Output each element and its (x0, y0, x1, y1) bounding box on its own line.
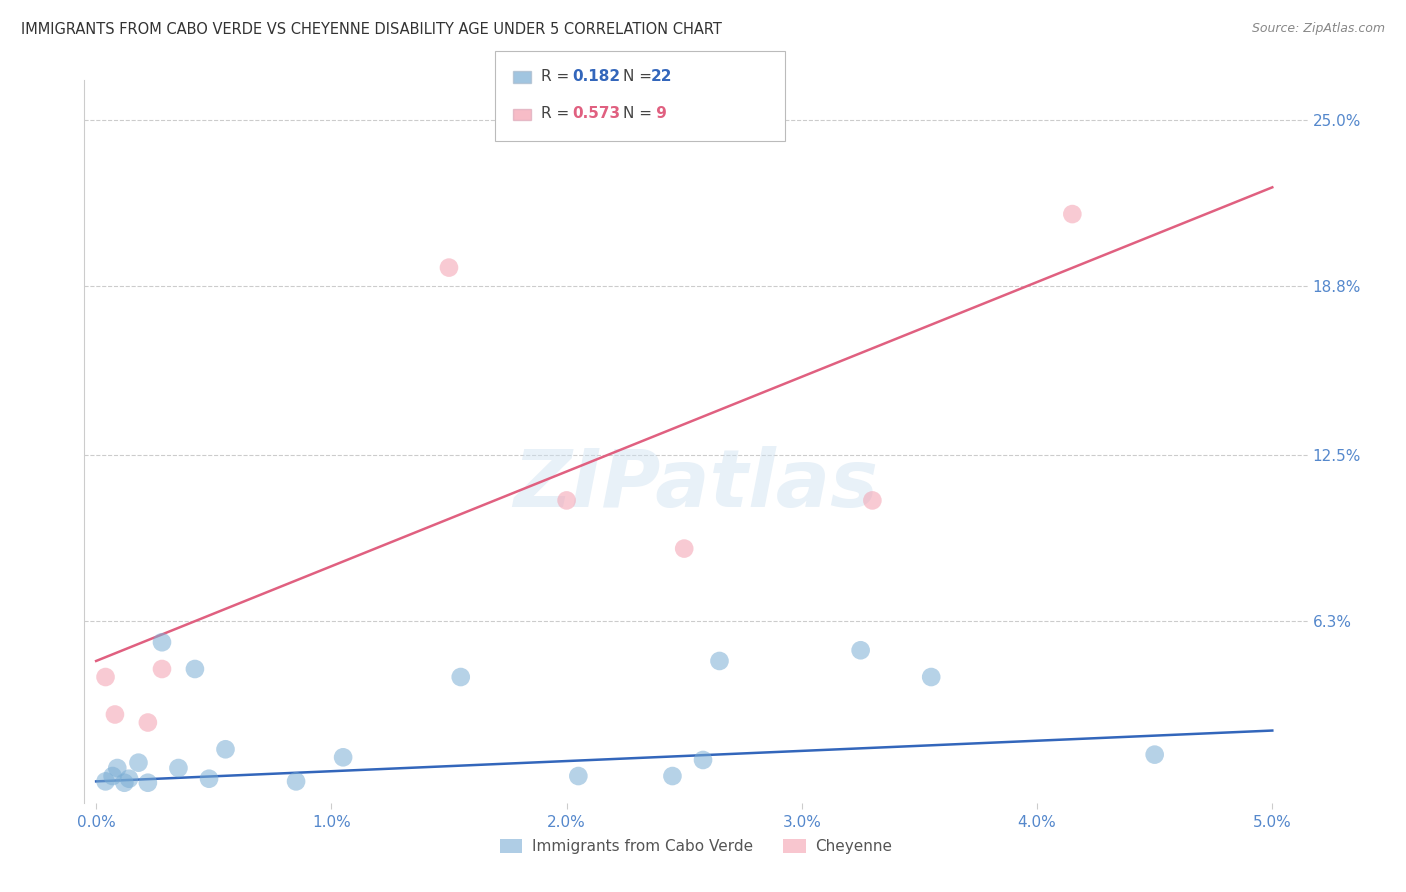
Text: R =: R = (541, 69, 575, 84)
Point (567, 769, 589, 783)
Point (709, 654, 731, 668)
Point (860, 493, 883, 508)
Point (150, 635, 173, 649)
Point (214, 742, 236, 756)
Text: 0.182: 0.182 (572, 69, 620, 84)
Point (437, 260, 460, 275)
Point (94, 774, 117, 789)
Point (1062, 207, 1084, 221)
Text: ZIPatlas: ZIPatlas (513, 446, 879, 524)
Point (127, 756, 149, 770)
Point (450, 670, 472, 684)
Point (104, 707, 127, 722)
Text: Source: ZipAtlas.com: Source: ZipAtlas.com (1251, 22, 1385, 36)
Point (136, 776, 159, 790)
Point (184, 662, 207, 676)
Text: N =: N = (623, 69, 657, 84)
Text: 22: 22 (651, 69, 672, 84)
Point (150, 662, 173, 676)
Text: IMMIGRANTS FROM CABO VERDE VS CHEYENNE DISABILITY AGE UNDER 5 CORRELATION CHART: IMMIGRANTS FROM CABO VERDE VS CHEYENNE D… (21, 22, 721, 37)
Point (849, 643, 872, 657)
Point (198, 772, 221, 786)
Point (332, 750, 354, 764)
Point (136, 715, 159, 730)
Point (112, 776, 135, 790)
Text: 0.573: 0.573 (572, 106, 620, 121)
Text: R =: R = (541, 106, 575, 121)
Point (101, 769, 124, 783)
Point (167, 761, 190, 775)
Point (920, 670, 942, 684)
Point (105, 761, 128, 775)
Point (673, 541, 696, 556)
Point (692, 753, 714, 767)
Point (555, 493, 578, 508)
Point (94, 670, 117, 684)
Point (118, 772, 141, 786)
Point (661, 769, 683, 783)
Legend: Immigrants from Cabo Verde, Cheyenne: Immigrants from Cabo Verde, Cheyenne (494, 832, 898, 860)
Point (285, 774, 308, 789)
Text: 9: 9 (651, 106, 666, 121)
Text: N =: N = (623, 106, 657, 121)
Point (1143, 747, 1166, 762)
